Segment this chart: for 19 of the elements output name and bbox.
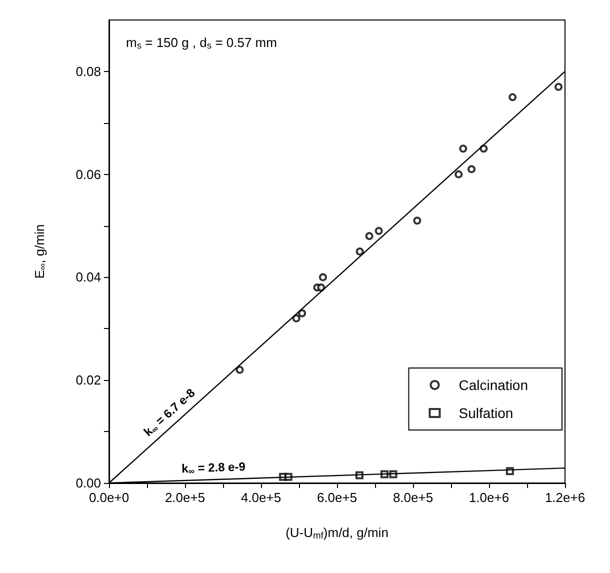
x-tick-label: 1.2e+6 <box>544 490 586 505</box>
y-tick-label: 0.02 <box>76 372 101 388</box>
x-tick-label: 8.0e+5 <box>392 490 434 505</box>
legend-label: Calcination <box>458 377 528 393</box>
x-axis-title: (U-Umf)m/d, g/min <box>286 524 388 540</box>
y-tick-label: 0.06 <box>76 166 101 182</box>
x-tick-label: 2.0e+5 <box>164 490 206 505</box>
annotation: k∞ = 6.7 e-8 <box>140 386 198 439</box>
x-tick-label: 4.0e+5 <box>240 490 282 505</box>
x-tick-label: 6.0e+5 <box>316 490 358 505</box>
y-tick-label: 0.08 <box>76 64 101 79</box>
y-axis-title: E∞, g/min <box>32 224 48 279</box>
x-tick-label: 0.0e+0 <box>88 490 130 505</box>
x-tick-label: 1.0e+6 <box>468 490 510 505</box>
annotation: k∞ = 2.8 e-9 <box>181 460 246 476</box>
annotation: ms = 150 g , ds = 0.57 mm <box>126 35 277 50</box>
y-tick-label: 0.00 <box>76 476 101 490</box>
y-tick-label: 0.04 <box>76 270 101 285</box>
legend-label: Sulfation <box>458 405 514 421</box>
